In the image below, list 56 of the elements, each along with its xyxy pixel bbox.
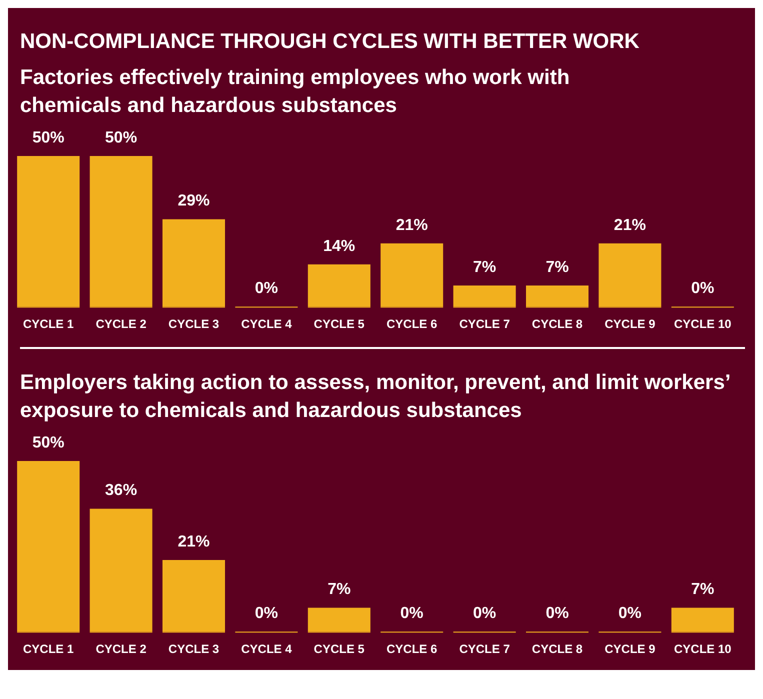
data-label: 0% <box>546 605 569 622</box>
bar <box>162 560 226 632</box>
x-tick-label: CYCLE 4 <box>241 317 292 332</box>
data-label: 21% <box>614 216 646 234</box>
x-tick-label: CYCLE 6 <box>386 642 438 656</box>
bar <box>308 608 370 632</box>
bar <box>526 286 589 307</box>
bar <box>90 508 152 632</box>
chart-title: NON-COMPLIANCE THROUGH CYCLES WITH BETTER WORK <box>20 30 640 54</box>
chart-title: Employers taking action to assess, monitor, prevent, and limit workers’ exposure to chemicals and hazardous substances <box>20 370 731 424</box>
x-tick-label: CYCLE 2 <box>96 642 147 656</box>
x-tick-label: CYCLE 3 <box>168 317 220 332</box>
data-label: 36% <box>105 482 138 500</box>
x-tick-label: CYCLE 7 <box>459 317 510 332</box>
data-label: 50% <box>105 129 138 146</box>
data-label: 7% <box>691 581 714 598</box>
bar <box>308 264 370 307</box>
data-label: 0% <box>691 280 714 298</box>
bar <box>17 156 80 307</box>
bar <box>17 461 80 632</box>
x-tick-label: CYCLE 10 <box>674 317 732 332</box>
data-label: 21% <box>396 216 428 234</box>
data-label: 7% <box>328 581 351 598</box>
data-label: 7% <box>546 258 569 276</box>
data-label: 50% <box>32 129 64 146</box>
data-label: 0% <box>618 605 642 622</box>
chart-subtitle: Factories effectively training employees who work with chemicals and hazardous substances <box>20 65 571 119</box>
bar <box>671 608 734 632</box>
data-label: 7% <box>472 258 496 276</box>
data-label: 0% <box>472 605 496 622</box>
bar <box>598 243 662 307</box>
x-tick-label: CYCLE 7 <box>459 642 510 656</box>
data-label: 14% <box>323 238 356 255</box>
bar <box>380 243 444 307</box>
bar <box>162 219 226 307</box>
data-label: 50% <box>32 434 64 452</box>
bar <box>453 286 516 307</box>
bar <box>90 156 152 307</box>
data-label: 0% <box>400 605 424 622</box>
data-label: 29% <box>178 192 210 210</box>
x-tick-label: CYCLE 9 <box>604 317 656 332</box>
data-label: 0% <box>254 280 278 298</box>
x-tick-label: CYCLE 5 <box>314 642 365 656</box>
x-tick-label: CYCLE 9 <box>604 642 656 656</box>
x-tick-label: CYCLE 1 <box>23 317 74 332</box>
x-tick-label: CYCLE 3 <box>168 642 220 656</box>
data-label: 0% <box>254 605 278 622</box>
data-label: 21% <box>178 533 210 550</box>
x-tick-label: CYCLE 6 <box>386 317 438 332</box>
x-tick-label: CYCLE 8 <box>532 642 583 656</box>
x-tick-label: CYCLE 10 <box>674 642 732 656</box>
x-tick-label: CYCLE 2 <box>96 317 147 332</box>
x-tick-label: CYCLE 5 <box>314 317 365 332</box>
x-tick-label: CYCLE 1 <box>23 642 74 656</box>
x-tick-label: CYCLE 4 <box>241 642 292 656</box>
x-tick-label: CYCLE 8 <box>532 317 583 332</box>
